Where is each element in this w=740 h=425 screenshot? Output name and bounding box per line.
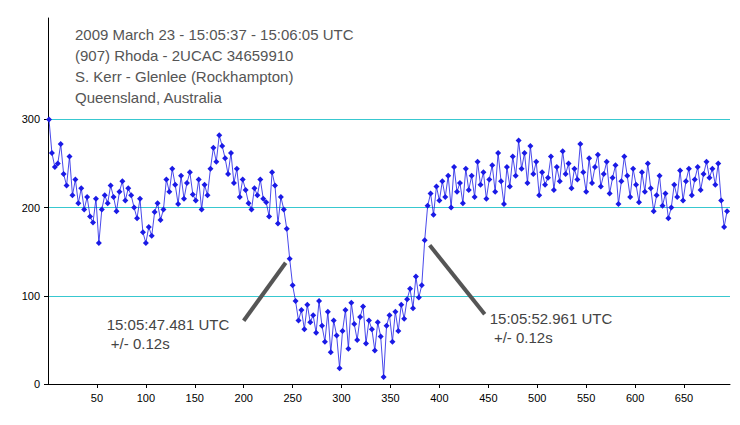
svg-text:150: 150 — [186, 392, 204, 404]
svg-text:500: 500 — [528, 392, 546, 404]
svg-text:450: 450 — [479, 392, 497, 404]
svg-text:200: 200 — [235, 392, 253, 404]
svg-text:100: 100 — [22, 290, 40, 302]
svg-text:50: 50 — [91, 392, 103, 404]
svg-text:400: 400 — [430, 392, 448, 404]
svg-text:2009 March 23 - 15:05:37 - 15:: 2009 March 23 - 15:05:37 - 15:06:05 UTC — [75, 26, 354, 43]
svg-text:0: 0 — [34, 378, 40, 390]
svg-text:550: 550 — [577, 392, 595, 404]
svg-text:(907) Rhoda - 2UCAC 34659910: (907) Rhoda - 2UCAC 34659910 — [75, 47, 293, 64]
svg-text:S. Kerr - Glenlee (Rockhampton: S. Kerr - Glenlee (Rockhampton) — [75, 68, 293, 85]
svg-text:300: 300 — [332, 392, 350, 404]
svg-text:+/- 0.12s: +/- 0.12s — [107, 335, 170, 352]
svg-text:650: 650 — [675, 392, 693, 404]
svg-text:Queensland, Australia: Queensland, Australia — [75, 89, 222, 106]
svg-text:350: 350 — [381, 392, 399, 404]
svg-text:100: 100 — [137, 392, 155, 404]
svg-text:300: 300 — [22, 113, 40, 125]
svg-text:600: 600 — [626, 392, 644, 404]
svg-text:+/- 0.12s: +/- 0.12s — [490, 329, 553, 346]
svg-text:250: 250 — [283, 392, 301, 404]
svg-text:200: 200 — [22, 202, 40, 214]
svg-text:15:05:52.961 UTC: 15:05:52.961 UTC — [490, 310, 613, 327]
svg-text:15:05:47.481 UTC: 15:05:47.481 UTC — [107, 316, 230, 333]
